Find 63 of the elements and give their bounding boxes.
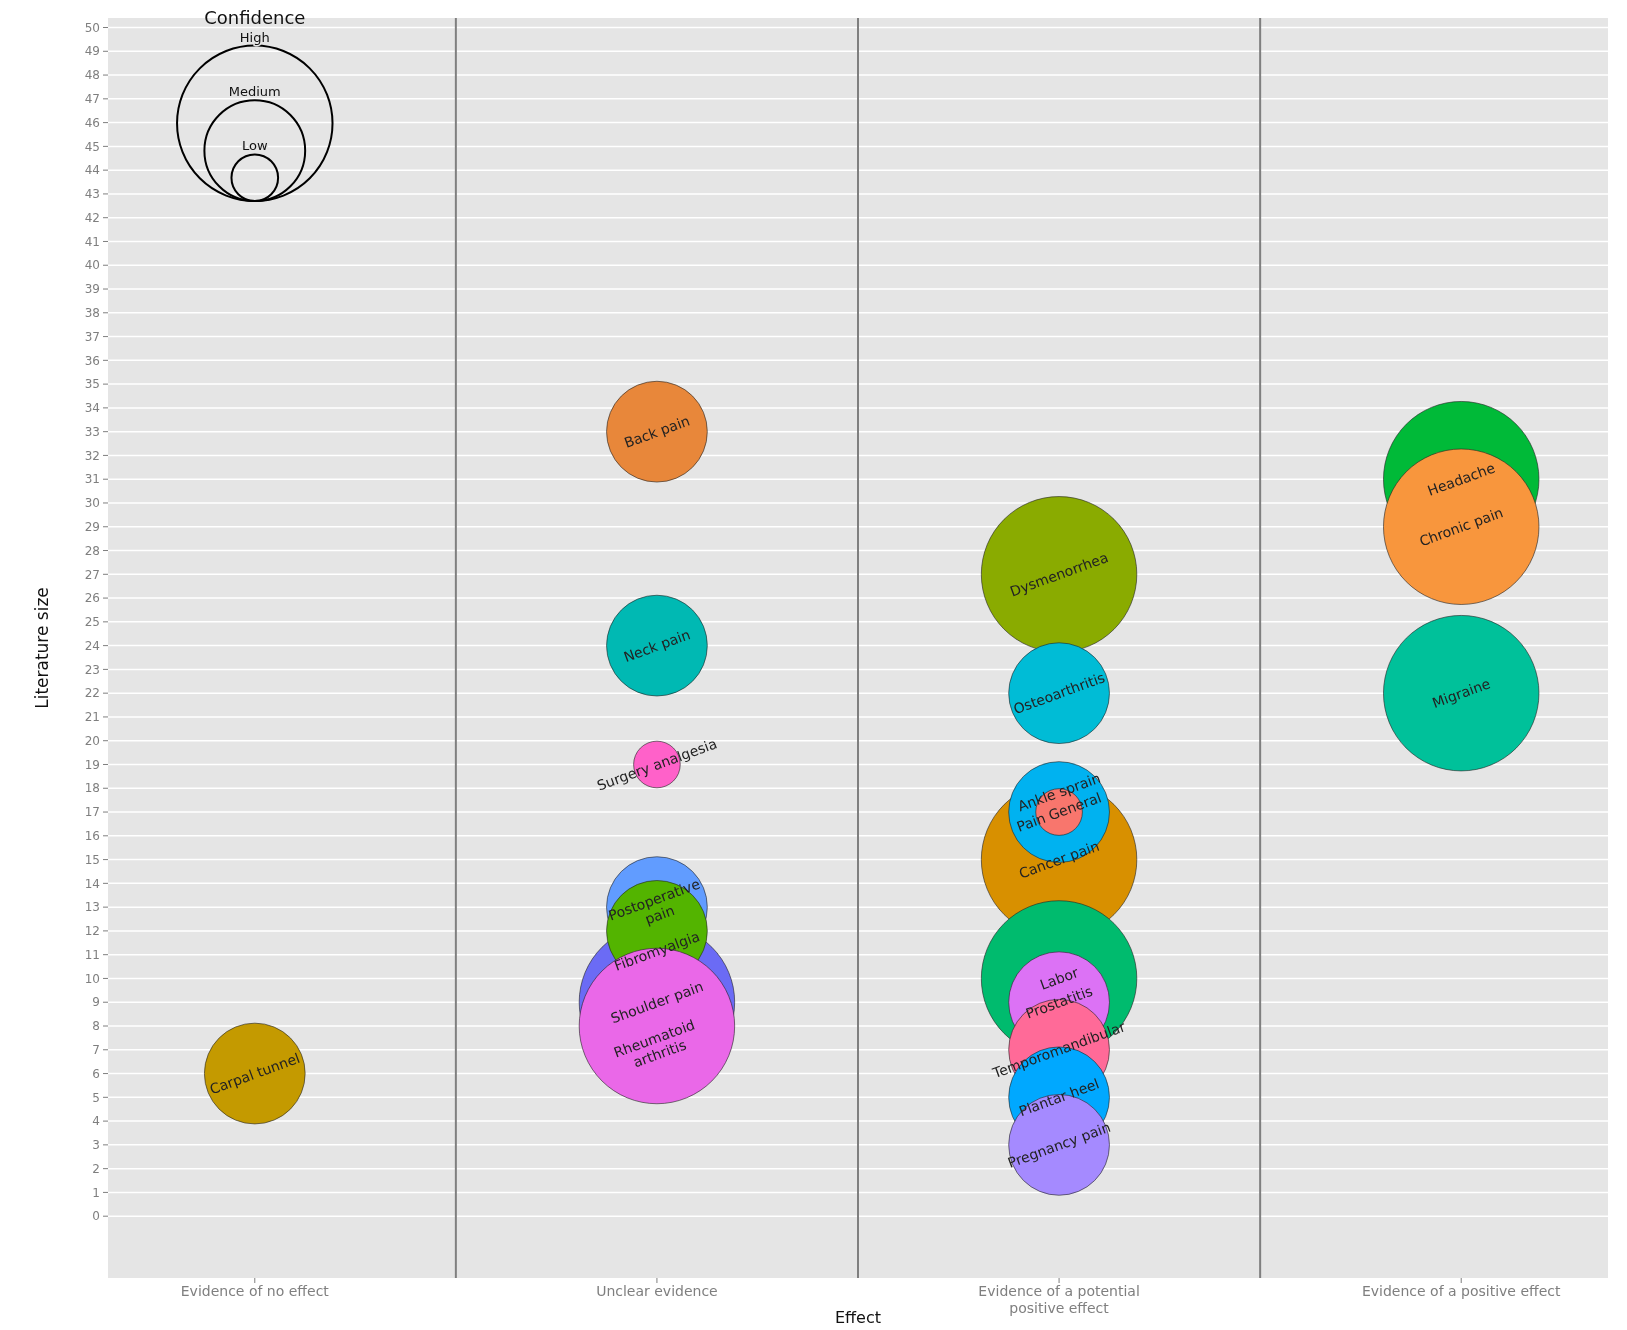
y-tick-label: 37 (84, 329, 100, 344)
y-tick-label: 21 (84, 710, 100, 725)
y-tick-label: 8 (92, 1019, 100, 1034)
y-tick-label: 16 (84, 829, 100, 844)
y-tick-label: 38 (84, 305, 100, 320)
y-tick-label: 2 (92, 1161, 100, 1176)
y-tick-label: 6 (92, 1066, 100, 1081)
legend-label: Low (241, 138, 268, 154)
y-tick-label: 20 (84, 733, 100, 748)
y-tick-label: 13 (84, 900, 100, 915)
y-tick-label: 3 (92, 1138, 100, 1153)
y-tick-label: 39 (84, 282, 100, 297)
y-tick-label: 15 (84, 852, 100, 867)
y-tick-label: 49 (84, 44, 100, 59)
y-tick-label: 48 (84, 68, 100, 83)
y-tick-label: 27 (84, 567, 100, 582)
y-tick-label: 23 (84, 662, 100, 677)
x-tick-label: Unclear evidence (596, 1283, 718, 1299)
y-tick-label: 31 (84, 472, 100, 487)
legend-label: Medium (228, 84, 281, 100)
y-tick-label: 44 (84, 163, 100, 178)
y-tick-label: 26 (84, 591, 100, 606)
x-tick-label: Evidence of a potential positive effect (978, 1283, 1140, 1316)
y-tick-label: 5 (92, 1090, 100, 1105)
y-tick-label: 12 (84, 924, 100, 939)
y-tick-label: 18 (84, 781, 100, 796)
y-tick-label: 42 (84, 210, 100, 225)
series-label: Neck pain (621, 626, 693, 666)
y-tick-label: 14 (84, 876, 100, 891)
y-tick-label: 28 (84, 543, 100, 558)
y-tick-label: 45 (84, 139, 100, 154)
y-tick-label: 4 (92, 1114, 100, 1129)
y-tick-label: 10 (84, 971, 100, 986)
y-tick-label: 22 (84, 686, 100, 701)
y-tick-label: 40 (84, 258, 100, 273)
y-tick-label: 25 (84, 615, 100, 630)
y-tick-label: 47 (84, 92, 100, 107)
y-tick-label: 11 (84, 947, 100, 962)
y-tick-label: 0 (92, 1209, 100, 1224)
y-tick-label: 17 (84, 805, 100, 820)
y-tick-label: 30 (84, 496, 100, 511)
y-tick-label: 33 (84, 424, 100, 439)
y-tick-label: 7 (92, 1042, 100, 1057)
legend-title: Confidence (204, 6, 306, 28)
y-tick-label: 34 (84, 401, 100, 416)
y-axis-title: Literature size (32, 587, 52, 709)
y-tick-label: 24 (84, 638, 100, 653)
y-tick-label: 35 (84, 377, 100, 392)
y-tick-label: 36 (84, 353, 100, 368)
y-tick-label: 41 (84, 234, 100, 249)
x-tick-label: Evidence of a positive effect (1361, 1283, 1561, 1299)
y-tick-label: 32 (84, 448, 100, 463)
y-tick-label: 1 (92, 1185, 100, 1200)
series-label: Back pain (621, 412, 692, 451)
y-tick-label: 43 (84, 187, 100, 202)
x-tick-label: Evidence of no effect (180, 1283, 330, 1299)
y-tick-label: 46 (84, 115, 100, 130)
legend-label: High (239, 29, 270, 45)
y-tick-label: 50 (84, 20, 100, 35)
y-tick-label: 19 (84, 757, 100, 772)
y-tick-label: 29 (84, 519, 100, 534)
y-tick-label: 9 (92, 995, 100, 1010)
x-axis-title: Effect (834, 1308, 882, 1327)
